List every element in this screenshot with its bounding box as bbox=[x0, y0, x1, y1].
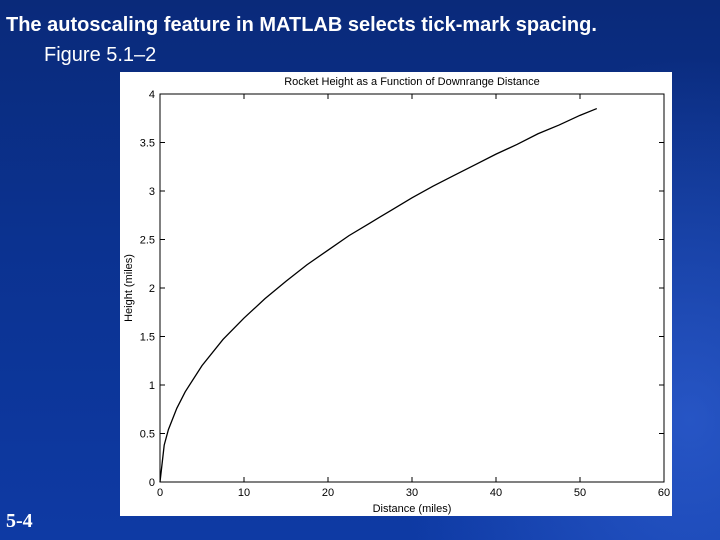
chart-title: Rocket Height as a Function of Downrange… bbox=[284, 76, 540, 88]
y-axis-label: Height (miles) bbox=[123, 254, 135, 322]
y-tick-label: 2.5 bbox=[140, 235, 155, 247]
series-line bbox=[159, 107, 598, 483]
y-axis-ticks: 0 0.5 1 1.5 2 2.5 3 3.5 4 bbox=[140, 89, 664, 489]
figure-panel: Rocket Height as a Function of Downrange… bbox=[120, 72, 672, 516]
y-tick-label: 3.5 bbox=[140, 138, 155, 150]
y-tick-label: 3 bbox=[149, 186, 155, 198]
x-axis-label: Distance (miles) bbox=[373, 503, 452, 515]
x-tick-label: 10 bbox=[238, 487, 250, 499]
figure-caption: Figure 5.1–2 bbox=[44, 44, 157, 66]
slide-number: 5-4 bbox=[6, 510, 33, 532]
x-tick-label: 20 bbox=[322, 487, 334, 499]
y-tick-label: 1 bbox=[149, 380, 155, 392]
x-axis-ticks: 0 10 20 30 40 50 60 bbox=[157, 94, 670, 499]
chart: Rocket Height as a Function of Downrange… bbox=[123, 76, 670, 515]
x-tick-label: 40 bbox=[490, 487, 502, 499]
y-tick-label: 2 bbox=[149, 283, 155, 295]
y-tick-label: 0.5 bbox=[140, 429, 155, 441]
y-tick-label: 1.5 bbox=[140, 332, 155, 344]
series-layer bbox=[159, 107, 598, 483]
x-tick-label: 50 bbox=[574, 487, 586, 499]
x-tick-label: 30 bbox=[406, 487, 418, 499]
plot-area bbox=[159, 93, 665, 483]
y-tick-label: 4 bbox=[149, 89, 155, 101]
slide-title: The autoscaling feature in MATLAB select… bbox=[6, 14, 597, 36]
x-tick-label: 0 bbox=[157, 487, 163, 499]
x-tick-label: 60 bbox=[658, 487, 670, 499]
y-tick-label: 0 bbox=[149, 477, 155, 489]
